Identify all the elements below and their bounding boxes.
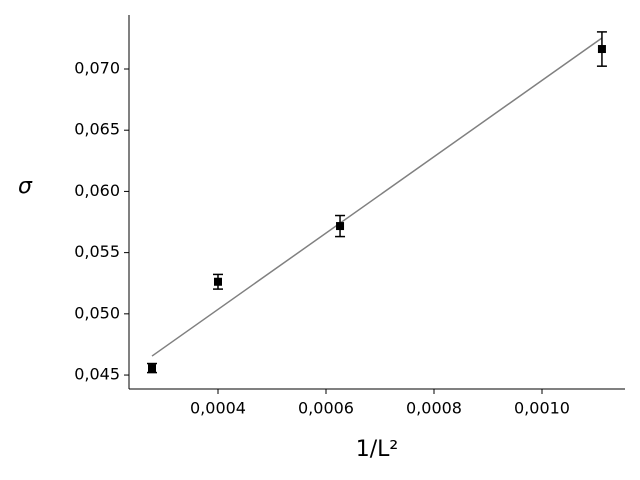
y-tick-label: 0,050 (74, 303, 120, 322)
y-tick-label: 0,065 (74, 120, 120, 139)
y-tick-label: 0,060 (74, 181, 120, 200)
point (213, 277, 222, 286)
y-axis-label: σ (18, 174, 33, 199)
fit-line (151, 37, 603, 357)
y-tick-label: 0,070 (74, 58, 120, 77)
x-tick-label: 0,0008 (406, 399, 462, 418)
x-tick-label: 0,0010 (514, 399, 570, 418)
x-axis-label: 1/L² (356, 437, 399, 462)
point (336, 222, 345, 231)
point (597, 45, 606, 54)
x-tick-label: 0,0006 (298, 399, 354, 418)
y-tick-label: 0,045 (74, 365, 120, 384)
x-tick-label: 0,0004 (190, 399, 246, 418)
y-tick-label: 0,055 (74, 242, 120, 261)
point (148, 364, 157, 373)
